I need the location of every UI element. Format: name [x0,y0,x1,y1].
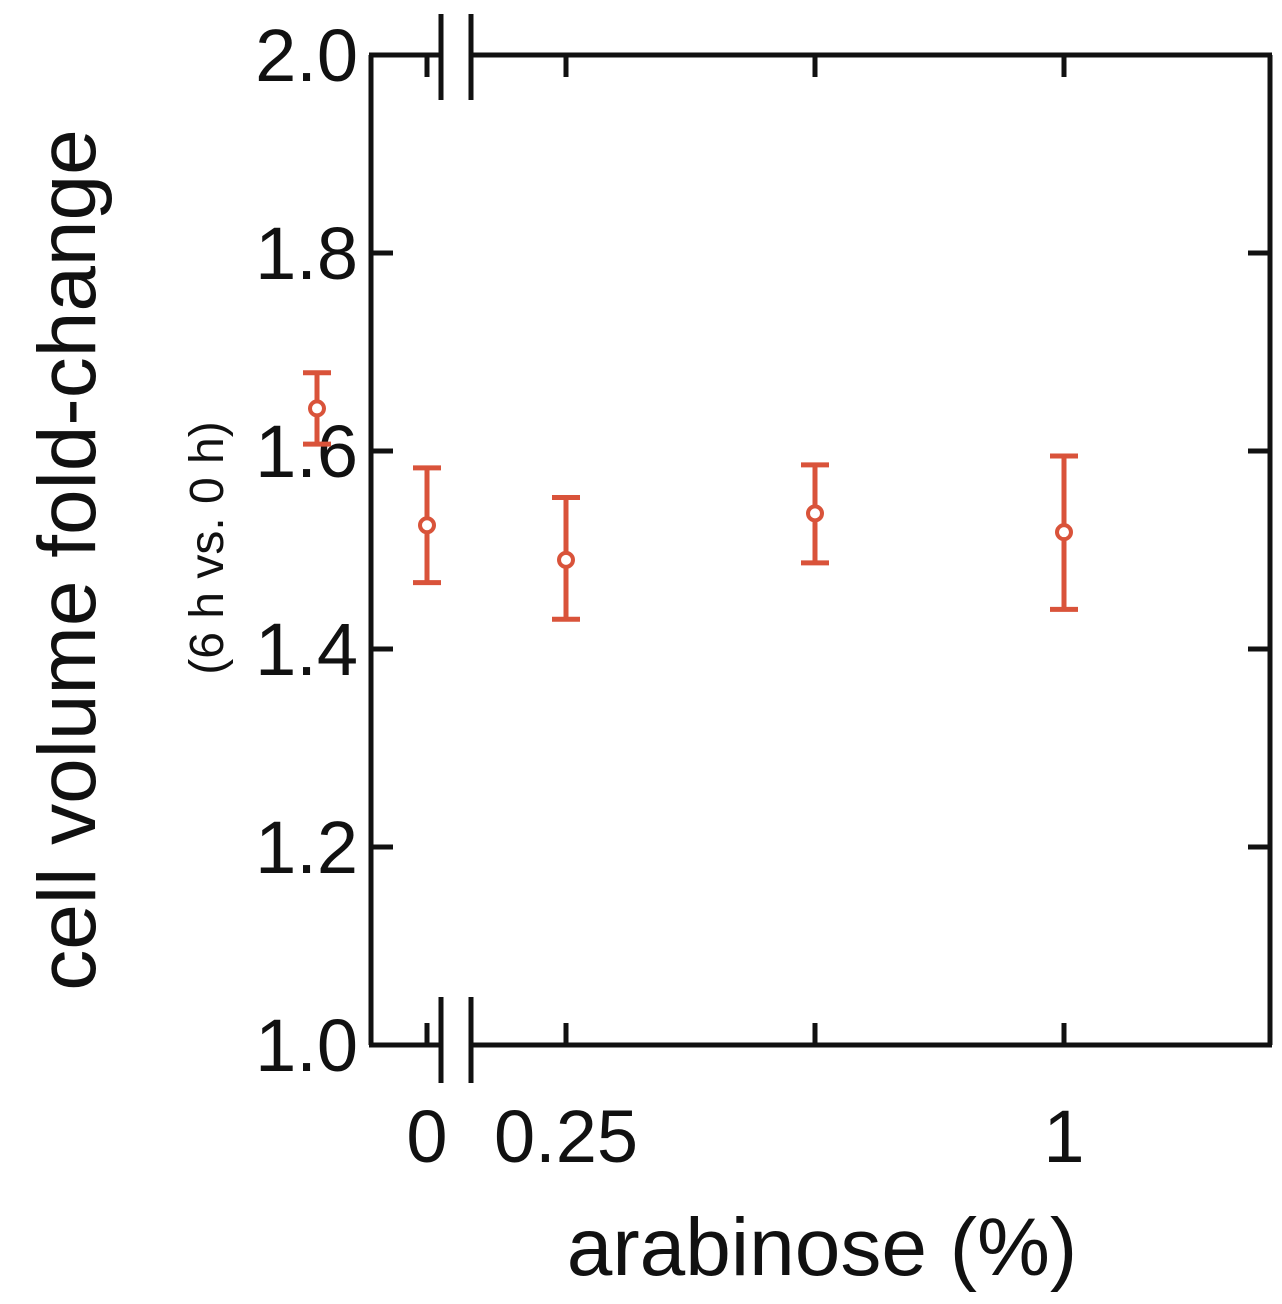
x-tick-label: 0 [406,1095,447,1178]
data-point [1050,453,1078,612]
y-tick-label: 1.6 [255,410,358,493]
x-tick-label: 1 [1043,1095,1084,1178]
data-point [552,495,580,622]
y-axis-subtitle: (6 h vs. 0 h) [181,421,234,674]
data-point [413,465,441,586]
axis-break-marks [438,14,474,1083]
point-marker [557,550,575,569]
data-point [801,462,829,566]
y-tick-label: 2.0 [255,14,358,97]
x-tick-label: 0.25 [494,1095,638,1178]
y-tick-label: 1.0 [255,1004,358,1087]
data-points [303,370,1078,622]
y-tick-labels: 1.0 1.2 1.4 1.6 1.8 2.0 [255,14,358,1087]
tick-marks [371,52,1270,1048]
plot-frame [368,52,1273,1048]
y-tick-label: 1.2 [255,806,358,889]
y-tick-label: 1.8 [255,212,358,295]
point-marker [806,504,824,523]
point-marker [308,399,326,418]
y-tick-label: 1.4 [255,608,358,691]
data-point [303,370,331,447]
x-tick-labels: 00.2514 [406,1095,1084,1178]
point-marker [1055,523,1073,542]
point-marker [418,516,436,535]
y-axis-title: cell volume fold-change [22,129,113,990]
x-axis-title: arabinose (%) [567,1202,1077,1293]
